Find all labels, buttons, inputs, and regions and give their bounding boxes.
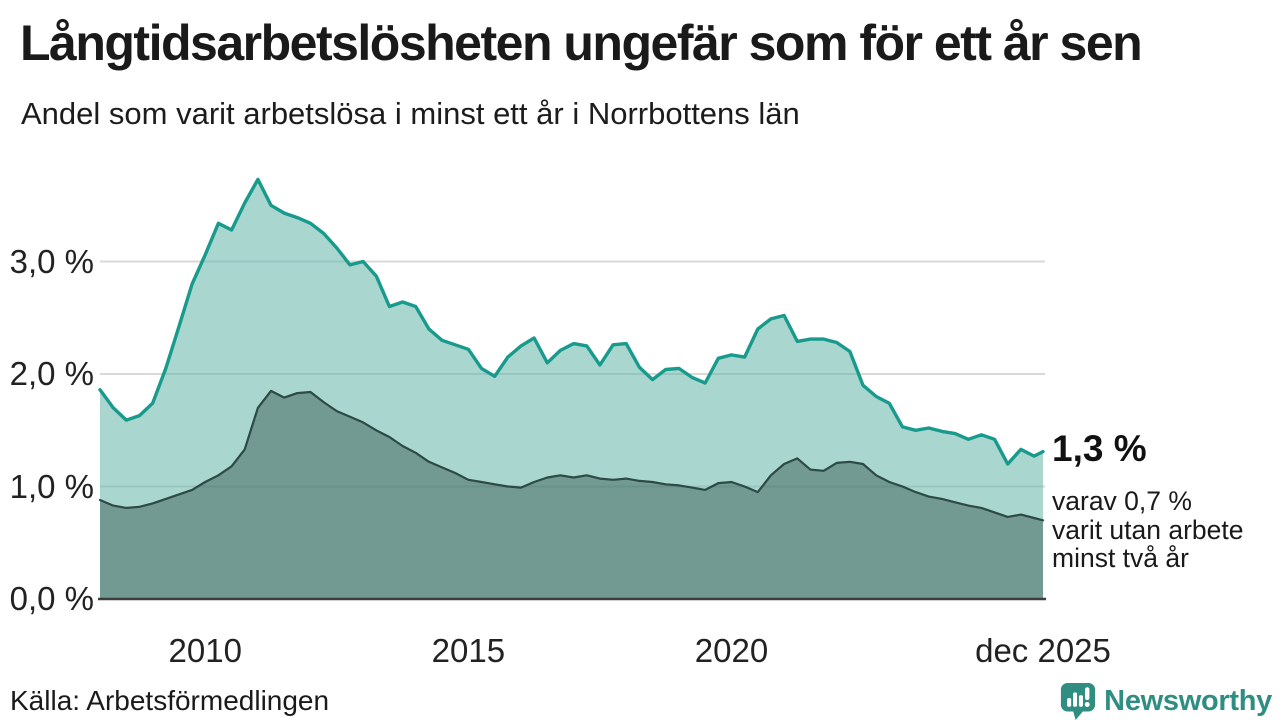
- x-tick-label: 2020: [694, 632, 769, 669]
- logo-bar-short: [1067, 698, 1072, 707]
- series-line-1: [98, 389, 1045, 522]
- y-tick-label: 2,0 %: [9, 355, 94, 392]
- logo-exclamation-stem: [1085, 687, 1090, 701]
- annotation-secondary-line: minst två år: [1052, 543, 1189, 573]
- logo-exclamation-dot: [1084, 702, 1090, 707]
- annotation-latest-value: 1,3 %: [1052, 428, 1147, 469]
- series-area-1: [100, 390, 1043, 599]
- x-tick-label: dec 2025: [975, 632, 1111, 669]
- logo-bubble-shape: [1061, 682, 1096, 720]
- annotation-secondary: varav 0,7 % varit utan arbete minst två …: [1052, 487, 1244, 573]
- newsworthy-logo: Newsworthy: [1059, 682, 1272, 720]
- series-line-0: [98, 177, 1045, 466]
- annotation-secondary-line: varav 0,7 %: [1052, 486, 1192, 516]
- page-title: Långtidsarbetslösheten ungefär som för e…: [20, 15, 1143, 71]
- chart-subtitle: Andel som varit arbetslösa i minst ett å…: [21, 96, 800, 131]
- annotation-secondary-line: varit utan arbete: [1052, 514, 1244, 545]
- newsworthy-wordmark: Newsworthy: [1104, 684, 1272, 717]
- logo-bar-tall: [1073, 692, 1078, 707]
- source-note: Källa: Arbetsförmedlingen: [10, 685, 330, 716]
- y-tick-label: 3,0 %: [9, 242, 94, 280]
- y-tick-label: 1,0 %: [9, 467, 94, 505]
- logo-bar-medium: [1079, 695, 1084, 707]
- x-tick-label: 2015: [431, 632, 506, 669]
- y-tick-label: 0,0 %: [9, 580, 94, 617]
- series-area-0: [100, 179, 1043, 599]
- x-tick-label: 2010: [168, 632, 242, 669]
- newsworthy-logo-icon: [1061, 682, 1096, 720]
